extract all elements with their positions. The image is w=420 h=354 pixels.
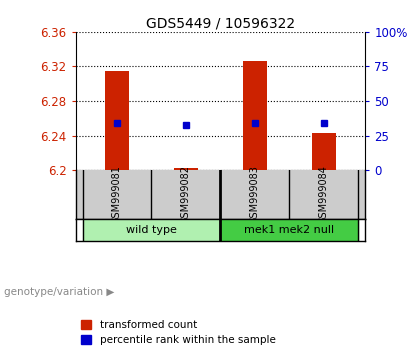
Text: GSM999083: GSM999083 [250,165,260,224]
Bar [174,169,198,170]
Bar [82,219,220,241]
Text: mek1 mek2 null: mek1 mek2 null [244,225,335,235]
Bar [220,219,359,241]
Legend: transformed count, percentile rank within the sample: transformed count, percentile rank withi… [81,320,276,345]
Text: wild type: wild type [126,225,177,235]
Text: GSM999084: GSM999084 [319,165,329,224]
Title: GDS5449 / 10596322: GDS5449 / 10596322 [146,17,295,31]
Text: GSM999081: GSM999081 [112,165,122,224]
Text: GSM999082: GSM999082 [181,165,191,224]
Bar [243,61,267,170]
Text: genotype/variation ▶: genotype/variation ▶ [4,287,115,297]
Bar [312,133,336,170]
Bar [105,71,129,170]
